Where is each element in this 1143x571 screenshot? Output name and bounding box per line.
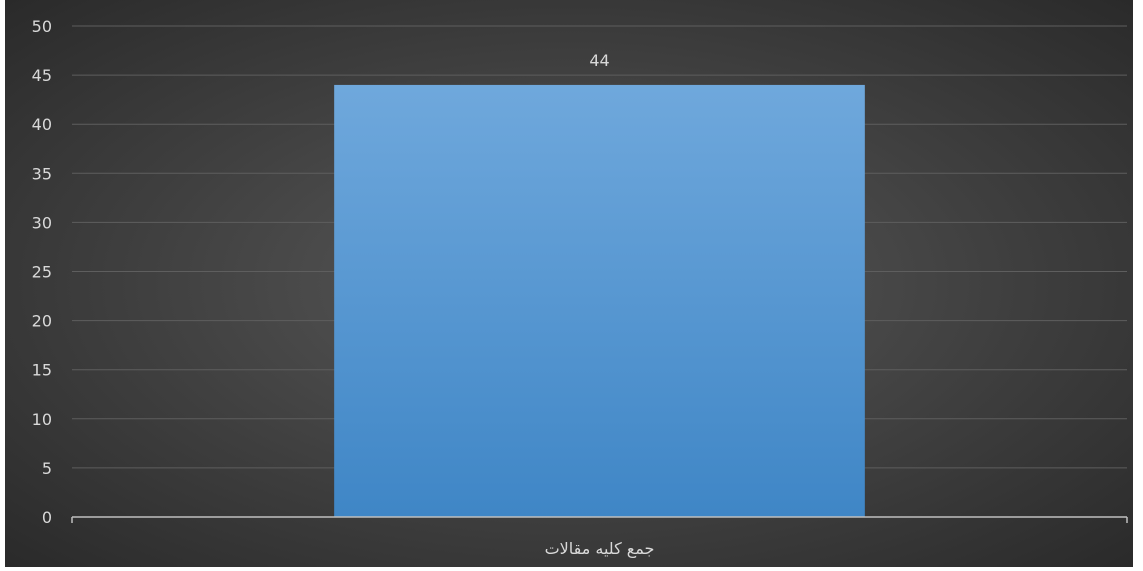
y-tick-label: 15 — [32, 361, 52, 380]
category-label: جمع کلیه مقالات — [545, 539, 655, 559]
bar[interactable] — [334, 84, 865, 518]
y-tick-label: 30 — [32, 213, 52, 232]
y-tick-label: 40 — [32, 115, 52, 134]
y-tick-label: 10 — [32, 410, 52, 429]
y-tick-label: 50 — [32, 17, 52, 36]
y-tick-label: 20 — [32, 312, 52, 331]
bar-chart: 0 5 10 15 20 25 30 35 40 45 50 44 جمع کلیه مقالات — [32, 17, 1128, 559]
chart-area: 0 5 10 15 20 25 30 35 40 45 50 44 جمع کلیه مقالات — [5, 0, 1133, 567]
y-tick-label: 0 — [42, 508, 52, 527]
y-axis-tick-labels: 0 5 10 15 20 25 30 35 40 45 50 — [32, 17, 52, 527]
y-tick-label: 45 — [32, 66, 52, 85]
y-tick-label: 25 — [32, 263, 52, 282]
labels: 44 جمع کلیه مقالات — [545, 51, 655, 559]
bars — [334, 84, 865, 518]
data-label: 44 — [589, 51, 609, 70]
y-tick-label: 5 — [42, 459, 52, 478]
x-axis — [71, 516, 1128, 523]
y-tick-label: 35 — [32, 164, 52, 183]
